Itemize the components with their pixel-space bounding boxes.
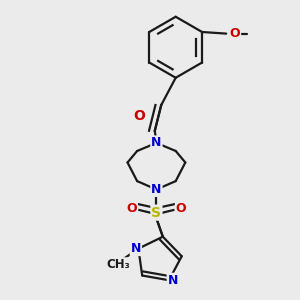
Text: O: O [134,109,145,123]
Text: O: O [176,202,187,214]
Text: N: N [131,242,141,255]
Text: N: N [151,136,162,149]
Text: CH₃: CH₃ [106,258,130,271]
Text: N: N [168,274,178,287]
Text: N: N [151,183,162,196]
Text: O: O [126,202,137,214]
Text: O: O [230,27,240,40]
Text: S: S [152,206,161,220]
